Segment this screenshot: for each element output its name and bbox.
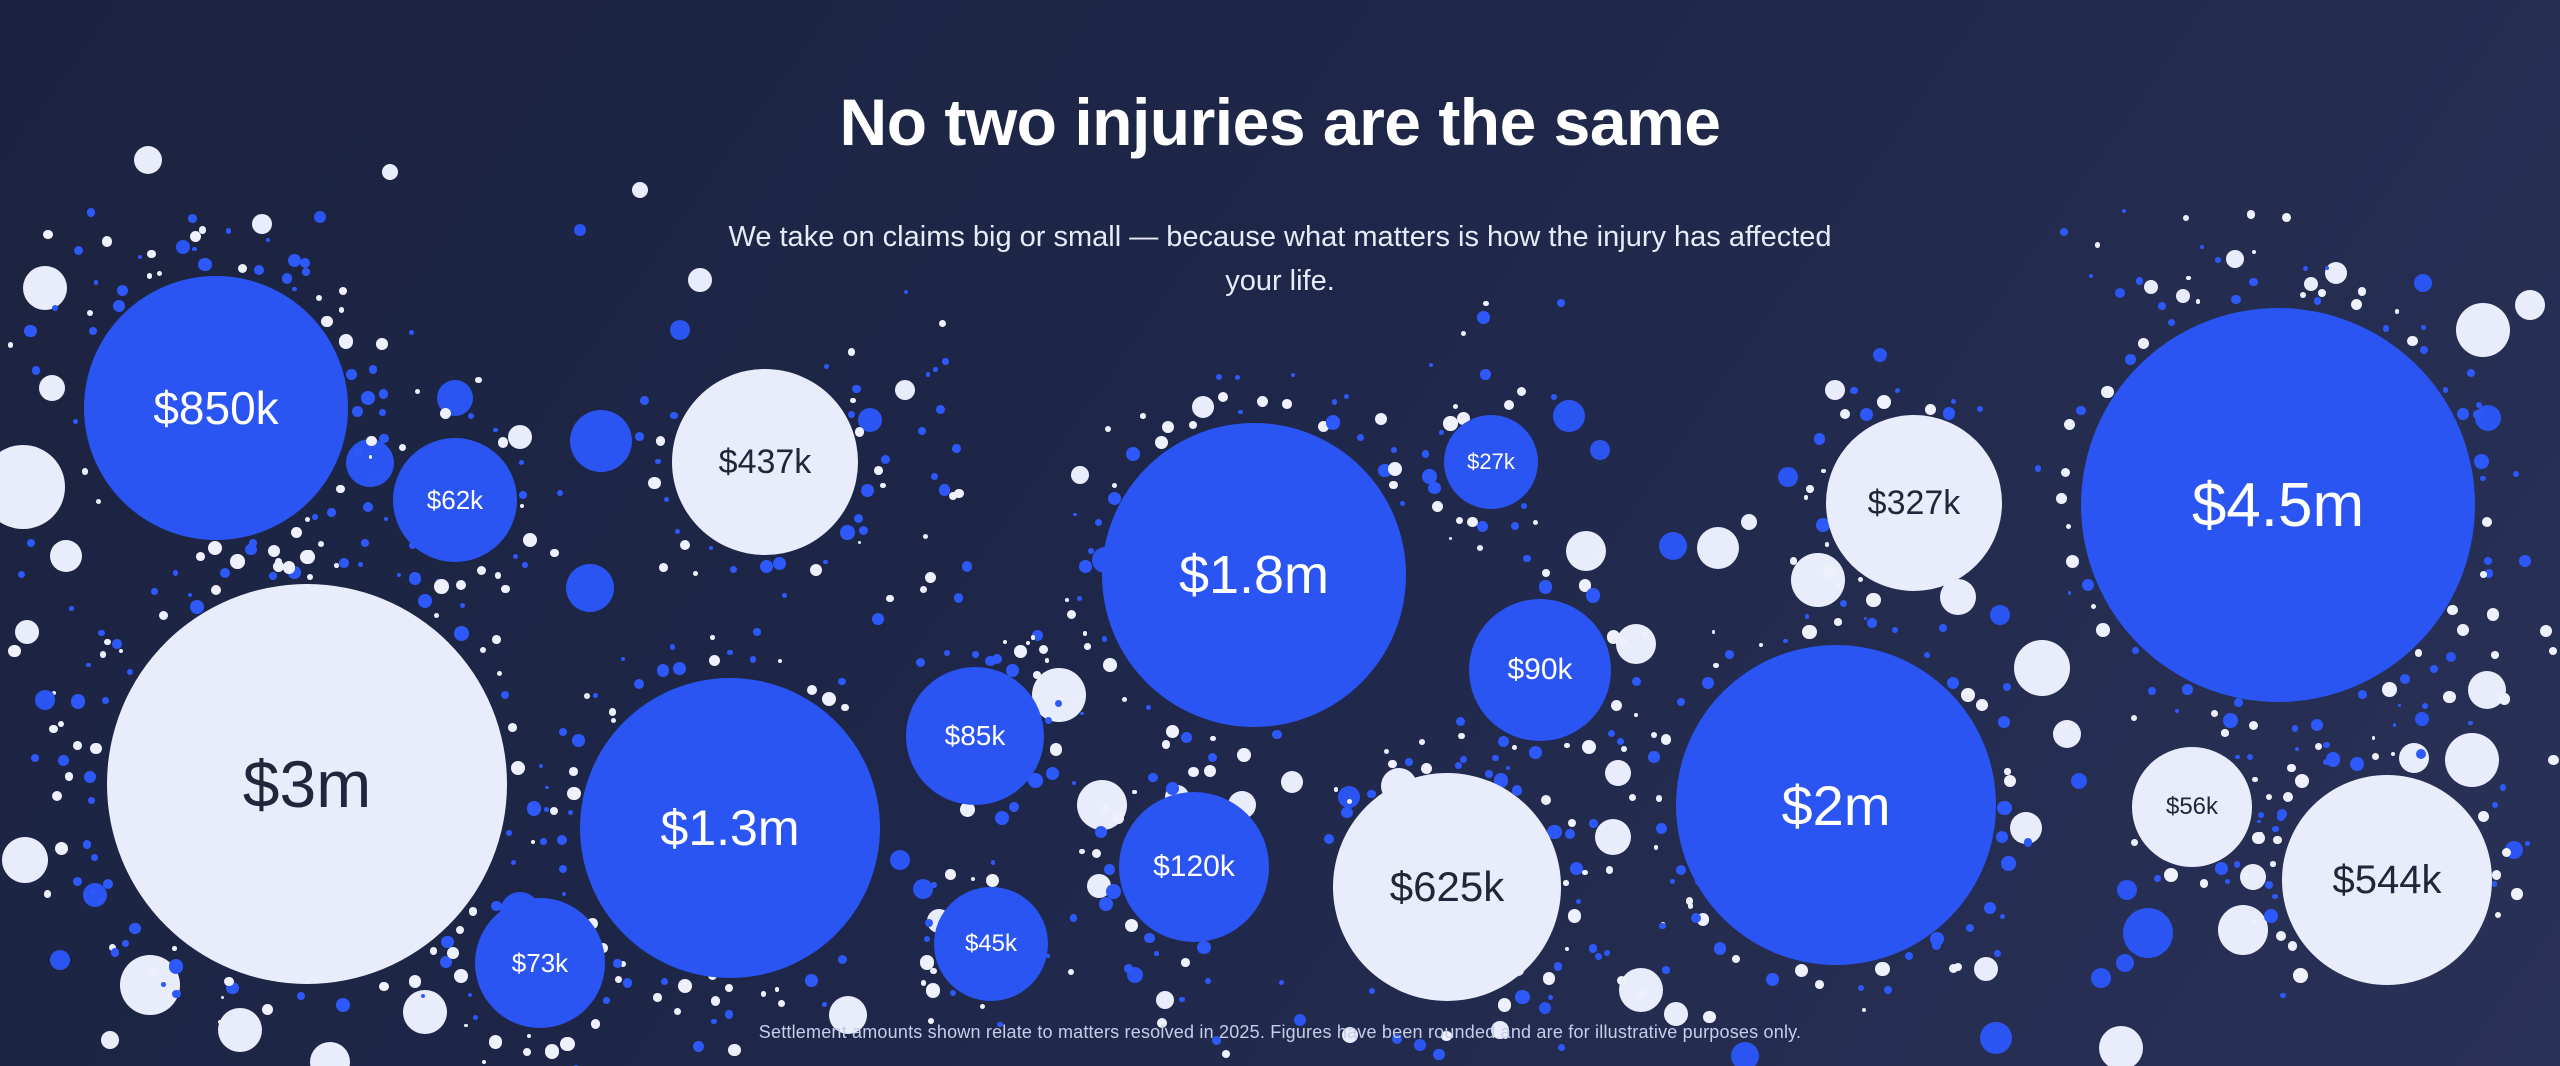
settlement-bubble-label: $27k xyxy=(1467,449,1515,474)
settlement-bubble-120k: $120k xyxy=(1119,792,1269,942)
settlement-bubble-625k: $625k xyxy=(1333,773,1561,1001)
settlement-bubble-label: $2m xyxy=(1781,773,1891,837)
settlement-bubble-327k: $327k xyxy=(1826,415,2002,591)
settlement-bubble-56k: $56k xyxy=(2132,747,2252,867)
settlement-bubble-label: $4.5m xyxy=(2191,470,2365,540)
settlement-bubble-4.5m: $4.5m xyxy=(2081,308,2475,702)
settlement-bubble-label: $1.3m xyxy=(660,800,800,856)
settlement-bubble-label: $90k xyxy=(1507,653,1573,686)
settlement-bubble-label: $45k xyxy=(964,930,1018,957)
settlement-bubble-90k: $90k xyxy=(1469,599,1611,741)
settlement-bubble-label: $56k xyxy=(2165,793,2219,820)
settlement-bubble-label: $85k xyxy=(944,720,1006,751)
settlement-bubble-45k: $45k xyxy=(934,887,1048,1001)
settlement-bubble-label: $62k xyxy=(426,484,484,515)
settlement-bubble-label: $120k xyxy=(1153,850,1235,883)
settlement-bubble-544k: $544k xyxy=(2282,775,2492,985)
settlement-bubble-2m: $2m xyxy=(1676,645,1996,965)
settlement-bubble-850k: $850k xyxy=(84,276,348,540)
settlement-bubble-27k: $27k xyxy=(1444,415,1538,509)
page-subtitle: We take on claims big or small — because… xyxy=(0,216,2560,303)
settlement-bubble-62k: $62k xyxy=(393,438,517,562)
settlement-bubble-label: $73k xyxy=(511,947,569,978)
settlement-bubble-label: $850k xyxy=(153,382,279,434)
settlement-bubble-label: $544k xyxy=(2332,857,2442,902)
settlement-bubble-label: $625k xyxy=(1389,863,1505,910)
settlement-bubble-3m: $3m xyxy=(107,584,507,984)
settlement-bubble-label: $437k xyxy=(718,442,812,481)
page-title: No two injuries are the same xyxy=(839,85,1721,159)
page-subtitle-text: We take on claims big or small — because… xyxy=(728,221,1832,297)
settlement-bubble-437k: $437k xyxy=(672,369,858,555)
settlement-bubble-label: $3m xyxy=(242,747,372,821)
settlement-bubble-85k: $85k xyxy=(906,667,1044,805)
settlement-bubble-1.3m: $1.3m xyxy=(580,678,880,978)
settlement-bubble-label: $327k xyxy=(1867,483,1961,522)
disclaimer-note: Settlement amounts shown relate to matte… xyxy=(758,1022,1802,1042)
settlement-bubble-label: $1.8m xyxy=(1178,545,1330,605)
settlement-bubble-1.8m: $1.8m xyxy=(1102,423,1406,727)
settlement-bubble-73k: $73k xyxy=(475,898,605,1028)
